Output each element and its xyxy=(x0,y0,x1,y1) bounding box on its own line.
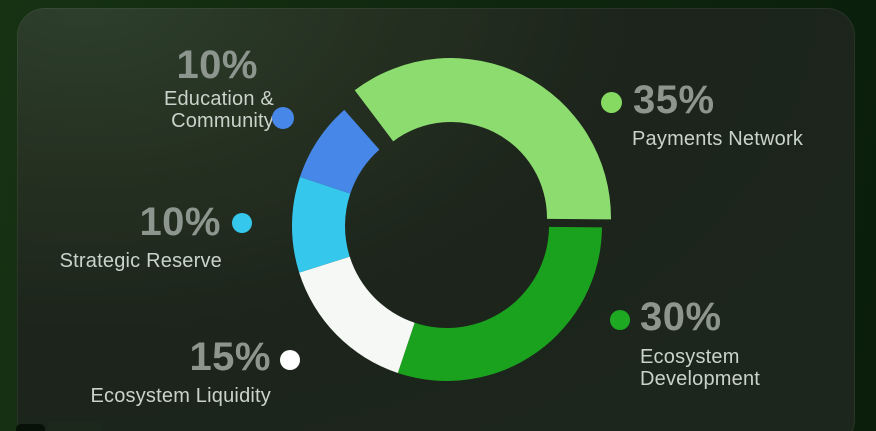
donut-segment-payments-network xyxy=(354,58,611,220)
strategic-reserve-label-line1: Strategic Reserve xyxy=(59,250,222,272)
ecosystem-liquidity-percent: 15% xyxy=(189,335,271,379)
education-community-dot xyxy=(272,107,294,129)
payments-network-dot xyxy=(601,92,622,113)
ecosystem-liquidity-dot xyxy=(280,350,300,370)
strategic-reserve-dot xyxy=(232,213,252,233)
payments-network-label-line1: Payments Network xyxy=(632,128,804,150)
ecosystem-liquidity-label-line1: Ecosystem Liquidity xyxy=(90,385,271,407)
ecosystem-development-label-line2: Development xyxy=(640,368,761,390)
ecosystem-development-dot xyxy=(610,310,630,330)
donut-segment-ecosystem-liquidity xyxy=(299,256,415,373)
ecosystem-development-label: Ecosystem Development xyxy=(640,346,760,390)
ecosystem-liquidity-label: Ecosystem Liquidity xyxy=(90,385,271,407)
education-community-percent: 10% xyxy=(176,43,258,87)
education-community-label-line1: Education & xyxy=(163,88,274,110)
education-community-label: Education & Community xyxy=(164,88,274,132)
donut-segment-ecosystem-development xyxy=(397,226,602,381)
ecosystem-development-label-line1: Ecosystem xyxy=(640,346,740,368)
strategic-reserve-percent: 10% xyxy=(139,200,221,244)
donut-segment-strategic-reserve xyxy=(291,176,351,273)
payments-network-label: Payments Network xyxy=(632,128,803,150)
bottom-edge-fragment-2 xyxy=(47,422,103,431)
bottom-edge-fragment-1 xyxy=(16,424,45,431)
donut-segment-education-community xyxy=(300,109,380,194)
strategic-reserve-label: Strategic Reserve xyxy=(60,250,222,272)
ecosystem-development-percent: 30% xyxy=(640,295,722,339)
education-community-label-line2: Community xyxy=(171,110,274,132)
payments-network-percent: 35% xyxy=(633,78,715,122)
